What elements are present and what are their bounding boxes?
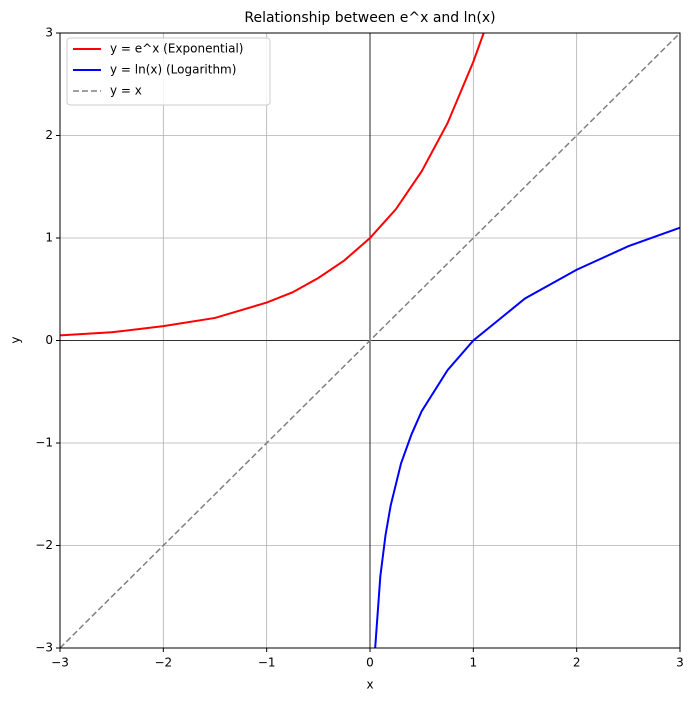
y-tick-label: 2 [45,128,53,142]
y-tick-label: −3 [35,641,53,655]
legend: y = e^x (Exponential) y = ln(x) (Logarith… [66,37,271,106]
y-tick-label: 1 [45,231,53,245]
x-tick-label: 2 [573,656,581,670]
legend-label: y = x [110,84,142,98]
x-tick-label: 0 [366,656,374,670]
x-tick-label: −3 [51,656,69,670]
legend-box [66,37,271,106]
y-tick-label: 3 [45,26,53,40]
y-tick-label: 0 [45,333,53,347]
series-line [60,33,680,648]
series-line [60,33,485,337]
series-line [374,226,680,648]
chart-title: Relationship between e^x and ln(x) [244,10,495,26]
legend-label: y = e^x (Exponential) [110,42,243,56]
x-tick-label: −2 [154,656,172,670]
x-tick-label: 3 [676,656,684,670]
plot-area [60,33,680,648]
legend-label: y = ln(x) (Logarithm) [110,63,236,77]
x-axis-label: x [366,678,373,692]
y-tick-label: −1 [35,436,53,450]
y-axis-label: y [9,336,23,343]
x-tick-label: −1 [258,656,276,670]
y-tick-label: −2 [35,538,53,552]
x-tick-label: 1 [470,656,478,670]
plot-frame [59,32,681,649]
